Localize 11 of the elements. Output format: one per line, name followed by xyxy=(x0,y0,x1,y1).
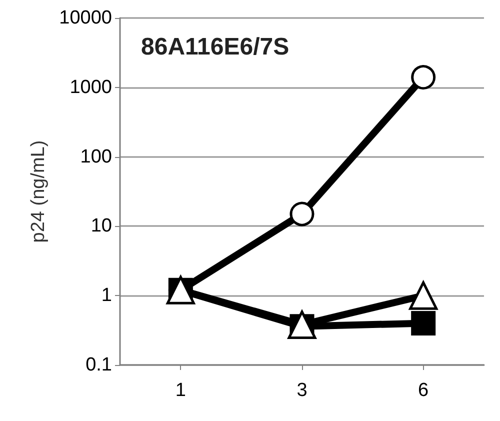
y-tick-label: 0.1 xyxy=(86,354,112,376)
y-tick-label: 100 xyxy=(80,146,112,168)
y-tick-label: 10000 xyxy=(59,8,112,28)
y-tick-label: 1 xyxy=(101,285,112,306)
y-tick-label: 1000 xyxy=(70,76,112,98)
y-tick-label: 10 xyxy=(90,216,112,237)
x-tick-label: 1 xyxy=(175,380,186,401)
x-tick-label: 3 xyxy=(296,380,308,401)
y-axis-title: p24 (ng/mL) xyxy=(28,140,49,243)
text: 86A116E6/7S xyxy=(141,34,290,60)
x-tick-label: 6 xyxy=(418,380,429,401)
